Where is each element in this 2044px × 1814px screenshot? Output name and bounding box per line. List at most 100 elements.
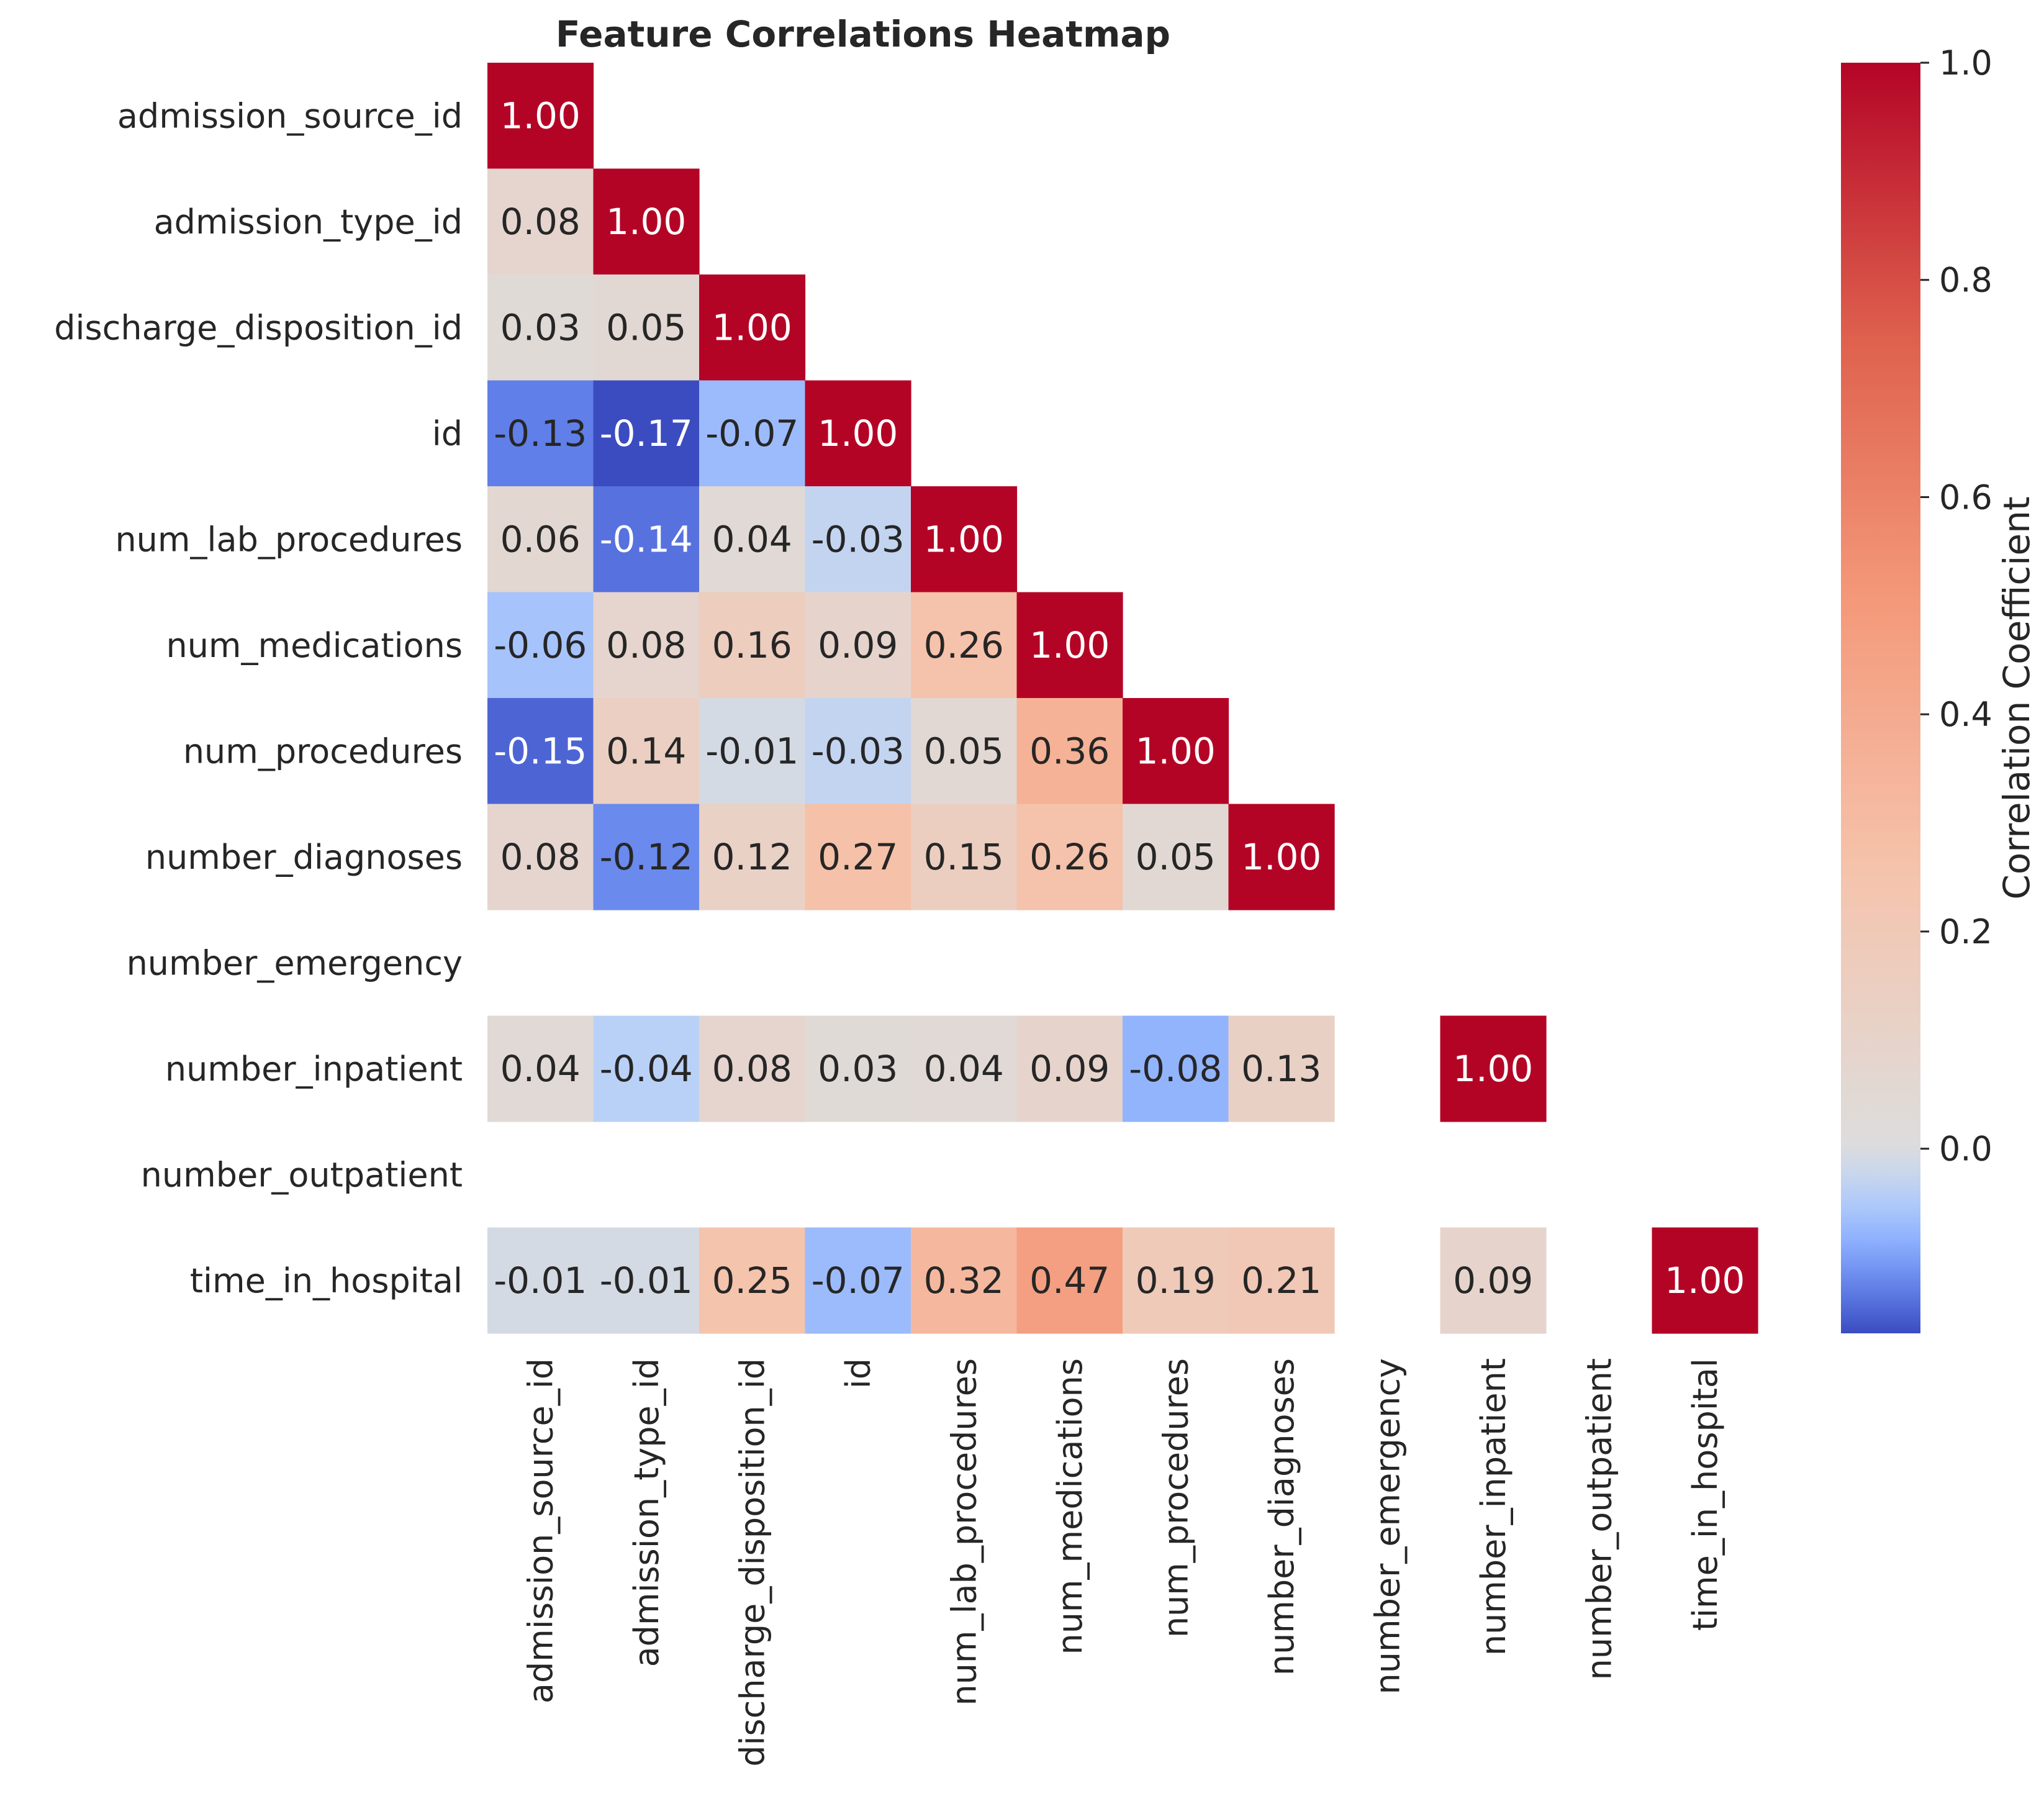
cell-value-label: 0.08 [712, 1048, 792, 1090]
row-label: time_in_hospital [190, 1261, 463, 1300]
cell-value-label: -0.03 [812, 518, 905, 560]
cell-value-label: 1.00 [1241, 836, 1321, 878]
cell-value-label: -0.08 [1129, 1048, 1222, 1090]
heatmap-cell [1652, 1227, 1758, 1334]
cell-value-label: 0.12 [712, 836, 792, 878]
cell-value-label: -0.07 [812, 1259, 905, 1302]
cell-value-label: -0.13 [494, 412, 587, 455]
cell-value-label: 0.05 [1136, 836, 1216, 878]
cell-value-label: 0.04 [924, 1048, 1004, 1090]
heatmap-cell [805, 380, 911, 487]
cell-value-label: 0.04 [712, 518, 792, 560]
heatmap-cell [1016, 1015, 1123, 1122]
heatmap-cell [487, 274, 594, 381]
heatmap-cell [487, 592, 594, 699]
cell-value-label: -0.06 [494, 624, 587, 666]
colorbar-tick-label: 0.0 [1939, 1130, 1992, 1169]
row-label: number_diagnoses [145, 838, 463, 877]
cell-value-label: 0.32 [924, 1259, 1004, 1302]
cell-value-label: 0.14 [606, 730, 686, 772]
cell-value-label: 0.15 [924, 836, 1004, 878]
cell-value-label: 0.06 [500, 518, 581, 560]
heatmap-cell [911, 1227, 1018, 1334]
heatmap-cell [1123, 698, 1229, 805]
row-label: discharge_disposition_id [54, 308, 463, 347]
heatmap-cell [699, 804, 806, 910]
row-label: number_inpatient [165, 1050, 463, 1089]
cell-value-label: 0.19 [1136, 1259, 1216, 1302]
heatmap-cell [487, 63, 594, 170]
heatmap-cell [1440, 1015, 1547, 1122]
column-label: id [839, 1358, 878, 1389]
heatmap-cell [805, 592, 911, 699]
cell-value-label: 0.09 [1453, 1259, 1533, 1302]
heatmap-cell [487, 1227, 594, 1334]
heatmap-cell [699, 1015, 806, 1122]
cell-value-label: 0.08 [606, 624, 686, 666]
heatmap-cell [593, 804, 700, 910]
cell-value-label: -0.03 [812, 730, 905, 772]
cell-value-label: 0.25 [712, 1259, 792, 1302]
cell-value-label: -0.04 [600, 1048, 693, 1090]
heatmap-cell [1440, 1227, 1547, 1334]
row-label: num_medications [166, 626, 463, 665]
cell-value-label: -0.17 [600, 412, 693, 455]
column-label: admission_source_id [521, 1358, 560, 1703]
row-label: num_lab_procedures [115, 520, 463, 559]
heatmap-cell [593, 1015, 700, 1122]
colorbar-label: Correlation Coefficient [1996, 496, 2038, 899]
heatmap-cell [699, 380, 806, 487]
heatmap-cell [1016, 804, 1123, 910]
heatmap-cell [487, 486, 594, 593]
cell-value-label: 0.16 [712, 624, 792, 666]
colorbar-tick-label: 0.8 [1939, 261, 1992, 300]
row-label: id [432, 414, 463, 453]
row-label: num_procedures [183, 732, 463, 771]
heatmap-cell [1123, 1227, 1229, 1334]
heatmap-cell [593, 274, 700, 381]
column-label: num_lab_procedures [944, 1358, 984, 1706]
column-label: time_in_hospital [1686, 1358, 1725, 1631]
heatmap-cell [911, 486, 1018, 593]
cell-value-label: 0.04 [500, 1048, 581, 1090]
heatmap-cell [699, 274, 806, 381]
cell-value-label: 0.05 [924, 730, 1004, 772]
column-label: number_diagnoses [1262, 1358, 1301, 1676]
cell-value-label: 0.26 [1029, 836, 1110, 878]
heatmap-cell [911, 698, 1018, 805]
cell-value-label: 0.26 [924, 624, 1004, 666]
cell-value-label: -0.01 [705, 730, 798, 772]
heatmap-cell [1228, 1015, 1335, 1122]
cell-value-label: 0.05 [606, 306, 686, 348]
heatmap-cell [487, 168, 594, 275]
colorbar: 0.0 0.2 0.4 0.6 0.8 1.0 Correlation Coefficie… [1841, 43, 2038, 1333]
heatmap-cell [805, 1227, 911, 1334]
cell-value-label: 0.09 [1029, 1048, 1110, 1090]
cell-value-label: 0.08 [500, 836, 581, 878]
cell-value-label: 1.00 [1665, 1259, 1745, 1302]
cell-value-label: -0.01 [600, 1259, 693, 1302]
column-label: num_procedures [1156, 1358, 1195, 1638]
cell-value-label: 0.47 [1029, 1259, 1110, 1302]
heatmap-cell [911, 592, 1018, 699]
heatmap-cell [1228, 804, 1335, 910]
heatmap-cell [1228, 1227, 1335, 1334]
column-label: discharge_disposition_id [733, 1358, 772, 1767]
cell-value-label: 0.36 [1029, 730, 1110, 772]
heatmap-cell [805, 486, 911, 593]
row-label: number_emergency [127, 943, 463, 982]
heatmap-cell [699, 486, 806, 593]
heatmap-cell [1123, 804, 1229, 910]
cell-value-label: 0.03 [818, 1048, 898, 1090]
colorbar-tick-label: 1.0 [1939, 43, 1992, 83]
heatmap-cell [487, 380, 594, 487]
cell-value-label: 1.00 [818, 412, 898, 455]
heatmap-cell [487, 698, 594, 805]
cell-value-label: 1.00 [1029, 624, 1110, 666]
cell-value-label: 0.03 [500, 306, 581, 348]
cell-value-label: -0.15 [494, 730, 587, 772]
cell-value-label: -0.12 [600, 836, 693, 878]
row-label: admission_type_id [154, 202, 463, 242]
cell-value-label: 1.00 [500, 94, 581, 137]
cell-value-label: 0.13 [1241, 1048, 1321, 1090]
